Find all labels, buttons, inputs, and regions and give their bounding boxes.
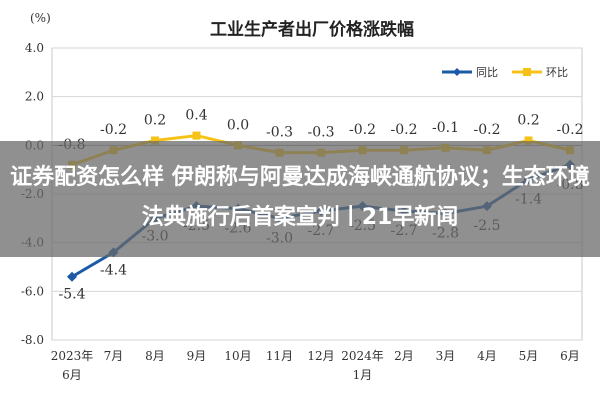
headline-overlay — [0, 141, 600, 257]
y-unit-label: (%) — [30, 11, 51, 25]
data-label: -0.2 — [391, 122, 418, 138]
data-point — [67, 271, 77, 282]
data-label: -0.2 — [349, 122, 376, 138]
data-point — [151, 136, 159, 145]
y-tick-label: -6.0 — [21, 284, 44, 298]
data-label: 0.2 — [144, 112, 166, 128]
x-tick-label: 4月 — [477, 349, 497, 363]
x-tick-label: 2023年 — [51, 349, 94, 363]
data-label: -0.2 — [474, 122, 501, 138]
data-label: -0.2 — [100, 122, 127, 138]
x-tick-label: 3月 — [436, 349, 456, 363]
data-label: 0.0 — [227, 117, 249, 133]
headline-text[interactable]: 证券配资怎么样 伊朗称与阿曼达成海峡通航协议；生态环境法典施行后首案宣判丨21早… — [10, 165, 590, 230]
x-tick-label: 10月 — [224, 349, 251, 363]
data-label: -4.4 — [100, 262, 127, 278]
data-point — [192, 131, 201, 140]
x-tick-label: 11月 — [266, 349, 293, 363]
y-tick-label: 2.0 — [25, 90, 44, 104]
data-label: -0.2 — [557, 122, 584, 138]
legend-marker — [453, 68, 461, 76]
x-tick-label: 9月 — [187, 349, 207, 363]
legend-label: 环比 — [546, 66, 568, 79]
data-label: 0.4 — [185, 108, 207, 124]
x-tick-label: 6月 — [560, 349, 580, 363]
data-label: -5.4 — [59, 287, 86, 303]
x-tick-label: 2024年 — [341, 349, 384, 363]
x-tick-label: 5月 — [519, 349, 539, 363]
legend: 同比 环比 — [442, 66, 568, 79]
x-tick-label: 6月 — [62, 368, 82, 382]
data-label: -0.3 — [266, 125, 293, 141]
data-label: -0.1 — [432, 120, 459, 136]
x-tick-label: 1月 — [353, 368, 373, 382]
x-tick-label: 7月 — [104, 349, 124, 363]
y-tick-label: 4.0 — [25, 41, 44, 55]
x-tick-label: 12月 — [307, 349, 334, 363]
legend-marker — [523, 68, 531, 76]
legend-label: 同比 — [476, 66, 498, 79]
data-label: 0.2 — [517, 112, 539, 128]
data-label: -0.3 — [308, 125, 335, 141]
x-tick-label: 8月 — [145, 349, 165, 363]
chart-title: 工业生产者出厂价格涨跌幅 — [210, 19, 414, 40]
y-tick-label: -8.0 — [21, 333, 44, 347]
x-tick-label: 2月 — [394, 349, 414, 363]
data-point — [524, 136, 533, 145]
